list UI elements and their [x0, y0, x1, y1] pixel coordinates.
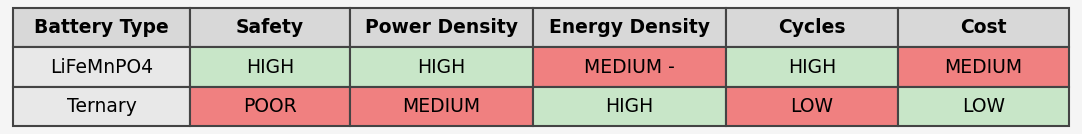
Bar	[13, 47, 190, 87]
Text: LOW: LOW	[962, 97, 1005, 116]
Bar	[726, 47, 898, 87]
Text: MEDIUM: MEDIUM	[945, 57, 1022, 77]
Bar	[351, 8, 532, 47]
Bar	[532, 47, 726, 87]
Bar	[532, 8, 726, 47]
Bar	[13, 87, 190, 126]
Text: POOR: POOR	[243, 97, 296, 116]
Text: Cycles: Cycles	[778, 18, 846, 37]
Text: Energy Density: Energy Density	[549, 18, 710, 37]
Bar	[190, 8, 351, 47]
Bar	[190, 47, 351, 87]
Bar	[190, 87, 351, 126]
Bar	[726, 87, 898, 126]
Text: HIGH: HIGH	[246, 57, 294, 77]
Bar	[726, 8, 898, 47]
Bar	[351, 87, 532, 126]
Text: HIGH: HIGH	[788, 57, 836, 77]
Text: Battery Type: Battery Type	[34, 18, 169, 37]
Text: HIGH: HIGH	[605, 97, 654, 116]
Bar	[13, 8, 190, 47]
Text: MEDIUM -: MEDIUM -	[584, 57, 675, 77]
Bar	[898, 47, 1069, 87]
Text: Ternary: Ternary	[66, 97, 136, 116]
Text: Cost: Cost	[960, 18, 1006, 37]
Bar	[898, 87, 1069, 126]
Bar	[532, 87, 726, 126]
Bar	[351, 47, 532, 87]
Text: LOW: LOW	[791, 97, 833, 116]
Text: HIGH: HIGH	[418, 57, 465, 77]
Text: Power Density: Power Density	[365, 18, 518, 37]
Bar	[898, 8, 1069, 47]
Text: MEDIUM: MEDIUM	[403, 97, 480, 116]
Text: Safety: Safety	[236, 18, 304, 37]
Text: LiFeMnPO4: LiFeMnPO4	[50, 57, 153, 77]
